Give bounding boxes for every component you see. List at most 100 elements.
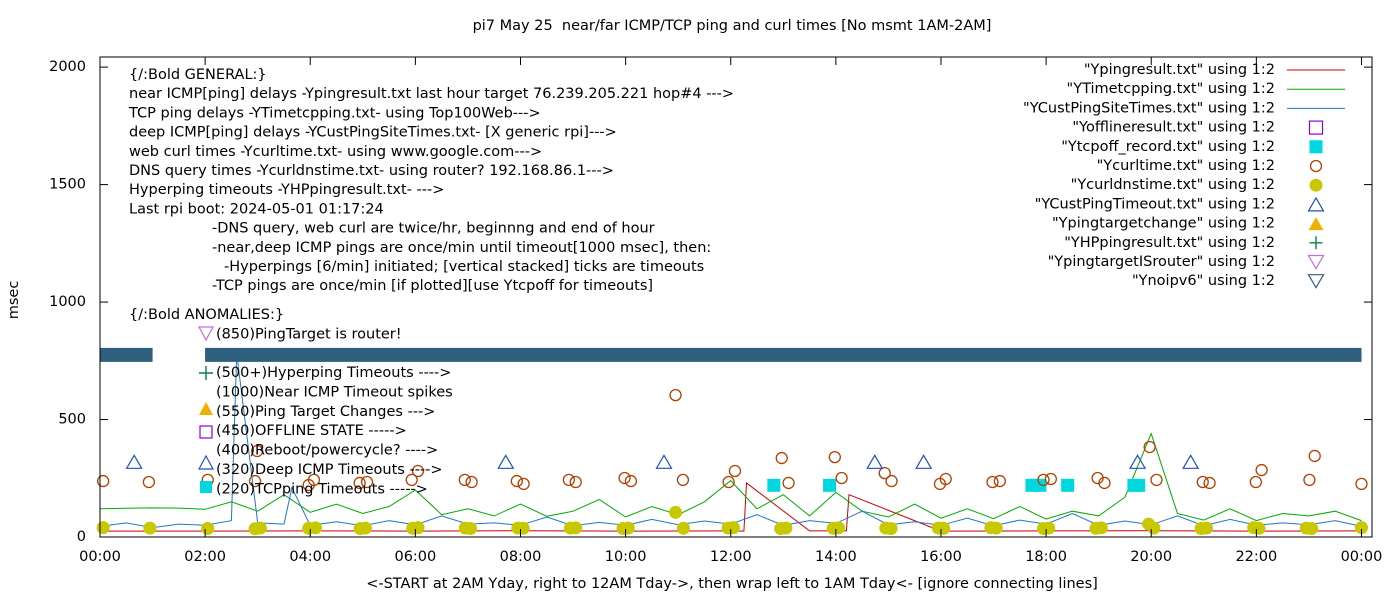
annotation: near ICMP[ping] delays -Ypingresult.txt … (129, 86, 734, 102)
marker-circle (775, 451, 788, 465)
marker-circle (97, 474, 110, 488)
annotation: TCP ping delays -YTimetcpping.txt- using… (128, 105, 541, 121)
marker-circle (562, 473, 576, 487)
annotation: -Hyperpings [6/min] initiated; [vertical… (224, 259, 704, 275)
marker-triangle (1308, 217, 1324, 231)
annotation: (400)Reboot/powercycle? ----> (216, 443, 438, 459)
annotation: (500+)Hyperping Timeouts ----> (216, 365, 451, 381)
marker-circle (1309, 178, 1323, 192)
marker-triangle (1129, 454, 1147, 469)
marker-circle (1308, 449, 1321, 463)
marker-circle (516, 521, 530, 535)
y-axis-label: msec (6, 281, 22, 320)
legend-label: "YCustPingTimeout.txt" using 1:2 (1035, 196, 1275, 212)
marker-circle (143, 521, 157, 535)
marker-circle (1252, 521, 1266, 535)
y-tick-label: 500 (58, 412, 86, 428)
marker-circle (1303, 473, 1316, 487)
marker-circle (1309, 159, 1323, 173)
marker-triangle (1182, 454, 1200, 469)
legend: "Ypingresult.txt" using 1:2 "YTimetcpping… (1023, 62, 1345, 289)
key-marker (199, 366, 213, 380)
marker-circle (621, 521, 635, 535)
marker-triangle (866, 454, 884, 469)
x-tick-label: 10:00 (605, 549, 647, 565)
marker-triangle (497, 454, 515, 469)
marker-circle (517, 477, 530, 491)
annotations: {/:Bold GENERAL:} near ICMP[ping] delays … (128, 67, 734, 497)
annotation: (220)TCPping Timeouts -----> (216, 481, 428, 497)
x-tick-label: 22:00 (1235, 549, 1277, 565)
legend-label: "Ycurldnstime.txt" using 1:2 (1071, 177, 1275, 193)
legend-label: "YTimetcpping.txt" using 1:2 (1067, 81, 1275, 97)
marker-circle (939, 472, 952, 486)
x-tick-label: 16:00 (920, 549, 962, 565)
marker-circle (458, 473, 471, 487)
marker-circle (251, 444, 264, 458)
marker-circle (201, 522, 215, 536)
marker-circle (1355, 477, 1368, 491)
marker-circle (885, 474, 898, 488)
chart-title: pi7 May 25 near/far ICMP/TCP ping and cu… (473, 18, 992, 34)
key-marker (199, 402, 213, 415)
marker-circle (405, 473, 418, 487)
marker-circle (307, 473, 321, 487)
legend-label: "Ypingtargetchange" using 1:2 (1052, 216, 1275, 232)
marker-circle (993, 474, 1007, 488)
key-marker (199, 425, 213, 439)
annotation: -near,deep ICMP pings are once/min until… (212, 240, 711, 256)
marker-circle (1044, 472, 1057, 486)
marker-circle (358, 521, 372, 535)
annotation: DNS query times -Ycurldnstime.txt- using… (129, 163, 614, 179)
marker-circle (986, 475, 999, 489)
annotation: (850)PingTarget is router! (216, 327, 402, 343)
annotation: (550)Ping Target Changes ---> (216, 404, 435, 420)
marker-circle (878, 466, 891, 480)
x-tick-label: 12:00 (710, 549, 752, 565)
marker-circle (1255, 463, 1268, 477)
marker-circle (884, 522, 898, 536)
y-tick-label: 0 (77, 529, 86, 545)
marker-circle (989, 521, 1003, 535)
legend-label: "Ycurltime.txt" using 1:2 (1097, 158, 1275, 174)
x-tick-label: 14:00 (815, 549, 857, 565)
legend-label: "YHPpingresult.txt" using 1:2 (1064, 235, 1275, 251)
annotation: {/:Bold GENERAL:} (129, 67, 267, 83)
marker-circle (835, 471, 848, 485)
series-line (99, 432, 1362, 522)
y-tick-label: 2000 (49, 59, 86, 75)
marker-circle (676, 521, 690, 535)
marker-square (823, 478, 837, 492)
annotation: {/:Bold ANOMALIES:} (129, 307, 284, 323)
annotation: (1000)Near ICMP Timeout spikes (216, 384, 453, 400)
y-tick-label: 1500 (49, 177, 86, 193)
marker-circle (1249, 475, 1262, 489)
legend-label: "YCustPingSiteTimes.txt" using 1:2 (1023, 100, 1275, 116)
marker-square (1308, 120, 1324, 135)
marker-circle (411, 464, 425, 478)
marker-triangle (125, 454, 143, 469)
marker-square (1309, 140, 1323, 154)
marker-circle (1042, 521, 1056, 535)
legend-label: "Ypingresult.txt" using 1:2 (1084, 62, 1275, 78)
marker-circle (1037, 473, 1050, 487)
legend-label: "Ynoipv6" using 1:2 (1132, 273, 1275, 289)
marker-circle (828, 450, 841, 464)
marker-circle (1305, 522, 1319, 536)
x-tick-label: 20:00 (1130, 549, 1172, 565)
annotation: (320)Deep ICMP Timeouts ----> (216, 462, 443, 478)
annotation: -DNS query, web curl are twice/hr, begin… (212, 221, 655, 237)
legend-label: "YpingtargetISrouter" using 1:2 (1048, 254, 1275, 270)
x-tick-label: 08:00 (500, 549, 542, 565)
key-marker (197, 454, 215, 470)
x-tick-label: 18:00 (1025, 549, 1067, 565)
marker-circle (569, 521, 583, 535)
marker-circle (779, 521, 793, 535)
x-tick-label: 06:00 (394, 549, 436, 565)
marker-circle (253, 521, 267, 535)
legend-label: "Yofflineresult.txt" using 1:2 (1072, 120, 1275, 136)
marker-circle (353, 476, 366, 490)
plot-area (96, 347, 1368, 536)
marker-circle (1203, 476, 1216, 490)
marker-circle (360, 475, 374, 489)
